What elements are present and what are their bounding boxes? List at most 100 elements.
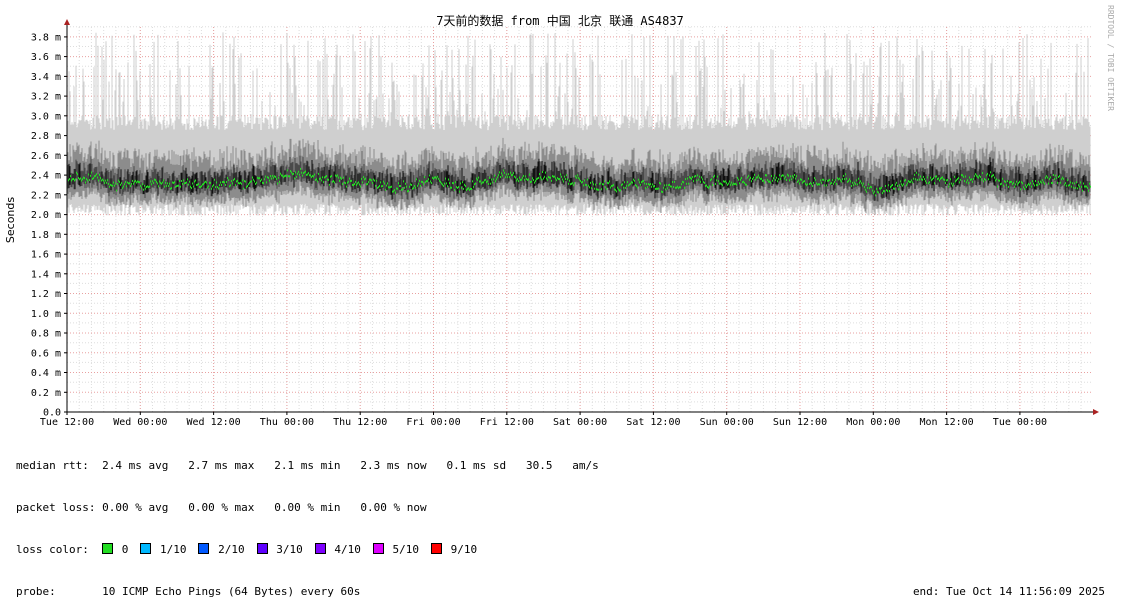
median-point: [1087, 187, 1088, 189]
packet-loss-row: packet loss: 0.00 % avg 0.00 % max 0.00 …: [16, 501, 1111, 515]
median-point: [995, 179, 996, 182]
median-point: [701, 176, 702, 179]
median-point: [629, 183, 630, 186]
median-point: [508, 173, 509, 176]
median-point: [225, 184, 226, 186]
median-point: [221, 184, 222, 186]
median-point: [241, 182, 242, 185]
median-point: [371, 179, 372, 182]
median-point: [299, 173, 300, 176]
x-tick-label: Sun 12:00: [773, 417, 827, 428]
median-point: [815, 178, 816, 181]
median-point: [889, 190, 890, 192]
median-point: [277, 182, 278, 185]
probe-row: probe: 10 ICMP Echo Pings (64 Bytes) eve…: [16, 585, 1111, 599]
median-point: [449, 182, 450, 185]
median-point: [205, 180, 206, 183]
median-point: [426, 180, 427, 183]
median-point: [518, 180, 519, 183]
median-point: [583, 184, 584, 187]
y-tick-label: 2.6 m: [31, 151, 61, 162]
median-point: [771, 175, 772, 177]
median-point: [658, 187, 659, 190]
median-point: [855, 183, 856, 186]
median-point: [512, 173, 513, 176]
median-point: [845, 173, 846, 176]
median-point: [926, 182, 927, 184]
median-point: [989, 174, 990, 177]
median-point: [733, 182, 734, 185]
median-point: [470, 187, 471, 190]
median-point: [610, 186, 611, 189]
x-tick-label: Thu 00:00: [260, 417, 314, 428]
median-point: [852, 181, 853, 184]
median-point: [178, 184, 179, 187]
median-point: [648, 183, 649, 185]
median-point: [1010, 180, 1011, 183]
median-point: [107, 179, 108, 182]
median-point: [734, 183, 735, 186]
x-tick-label: Wed 12:00: [187, 417, 241, 428]
median-point: [914, 173, 915, 176]
median-point: [216, 181, 217, 184]
median-point: [557, 177, 558, 180]
median-point: [247, 185, 248, 187]
median-point: [364, 178, 365, 181]
median-point: [412, 187, 413, 190]
median-point: [438, 177, 439, 180]
median-point: [566, 174, 567, 177]
median-point: [854, 181, 855, 184]
y-tick-label: 3.6 m: [31, 52, 61, 63]
median-point: [618, 188, 619, 191]
median-point: [335, 174, 336, 177]
median-point: [987, 172, 988, 175]
probe-label: probe:: [16, 585, 56, 598]
median-point: [432, 176, 433, 179]
median-point: [206, 181, 207, 184]
median-point: [325, 175, 326, 178]
median-point: [353, 184, 354, 187]
median-point: [514, 175, 515, 178]
median-point: [326, 175, 327, 177]
median-point: [465, 185, 466, 188]
median-point: [520, 178, 521, 181]
median-point: [474, 183, 475, 186]
median-point: [842, 178, 843, 181]
median-point: [78, 177, 79, 179]
median-point: [586, 184, 587, 187]
median-point: [137, 180, 138, 183]
median-point: [1028, 182, 1029, 185]
median-point: [311, 176, 312, 179]
median-point: [232, 182, 233, 185]
median-point: [596, 188, 597, 191]
median-point: [447, 185, 448, 188]
median-point: [430, 180, 431, 183]
median-point: [517, 178, 518, 181]
median-point: [1021, 181, 1022, 184]
smokeping-chart: 0.0 0.2 m 0.4 m 0.6 m 0.8 m 1.0 m 1.2 m 1.4 m 1.…: [4, 5, 1115, 428]
median-point: [1082, 189, 1083, 192]
loss-color-row: loss color: 0 1/10 2/10 3/10 4/10 5/10 9…: [16, 543, 1111, 557]
median-point: [573, 184, 574, 187]
median-point: [559, 178, 560, 181]
median-point: [356, 183, 357, 186]
median-point: [231, 180, 232, 182]
median-point: [969, 176, 970, 179]
median-point: [286, 175, 287, 178]
median-point: [537, 177, 538, 180]
median-point: [549, 176, 550, 179]
median-point: [585, 183, 586, 186]
median-point: [679, 186, 680, 189]
loss-color-item: 2/10: [198, 543, 245, 557]
median-point: [507, 176, 508, 179]
median-point: [846, 177, 847, 180]
median-point: [759, 176, 760, 179]
median-point: [912, 181, 913, 184]
median-point: [746, 183, 747, 186]
median-point: [183, 179, 184, 182]
median-point: [230, 184, 231, 187]
median-point: [723, 180, 724, 183]
median-point: [669, 183, 670, 186]
y-tick-label: 3.2 m: [31, 92, 61, 103]
median-point: [1077, 187, 1078, 190]
